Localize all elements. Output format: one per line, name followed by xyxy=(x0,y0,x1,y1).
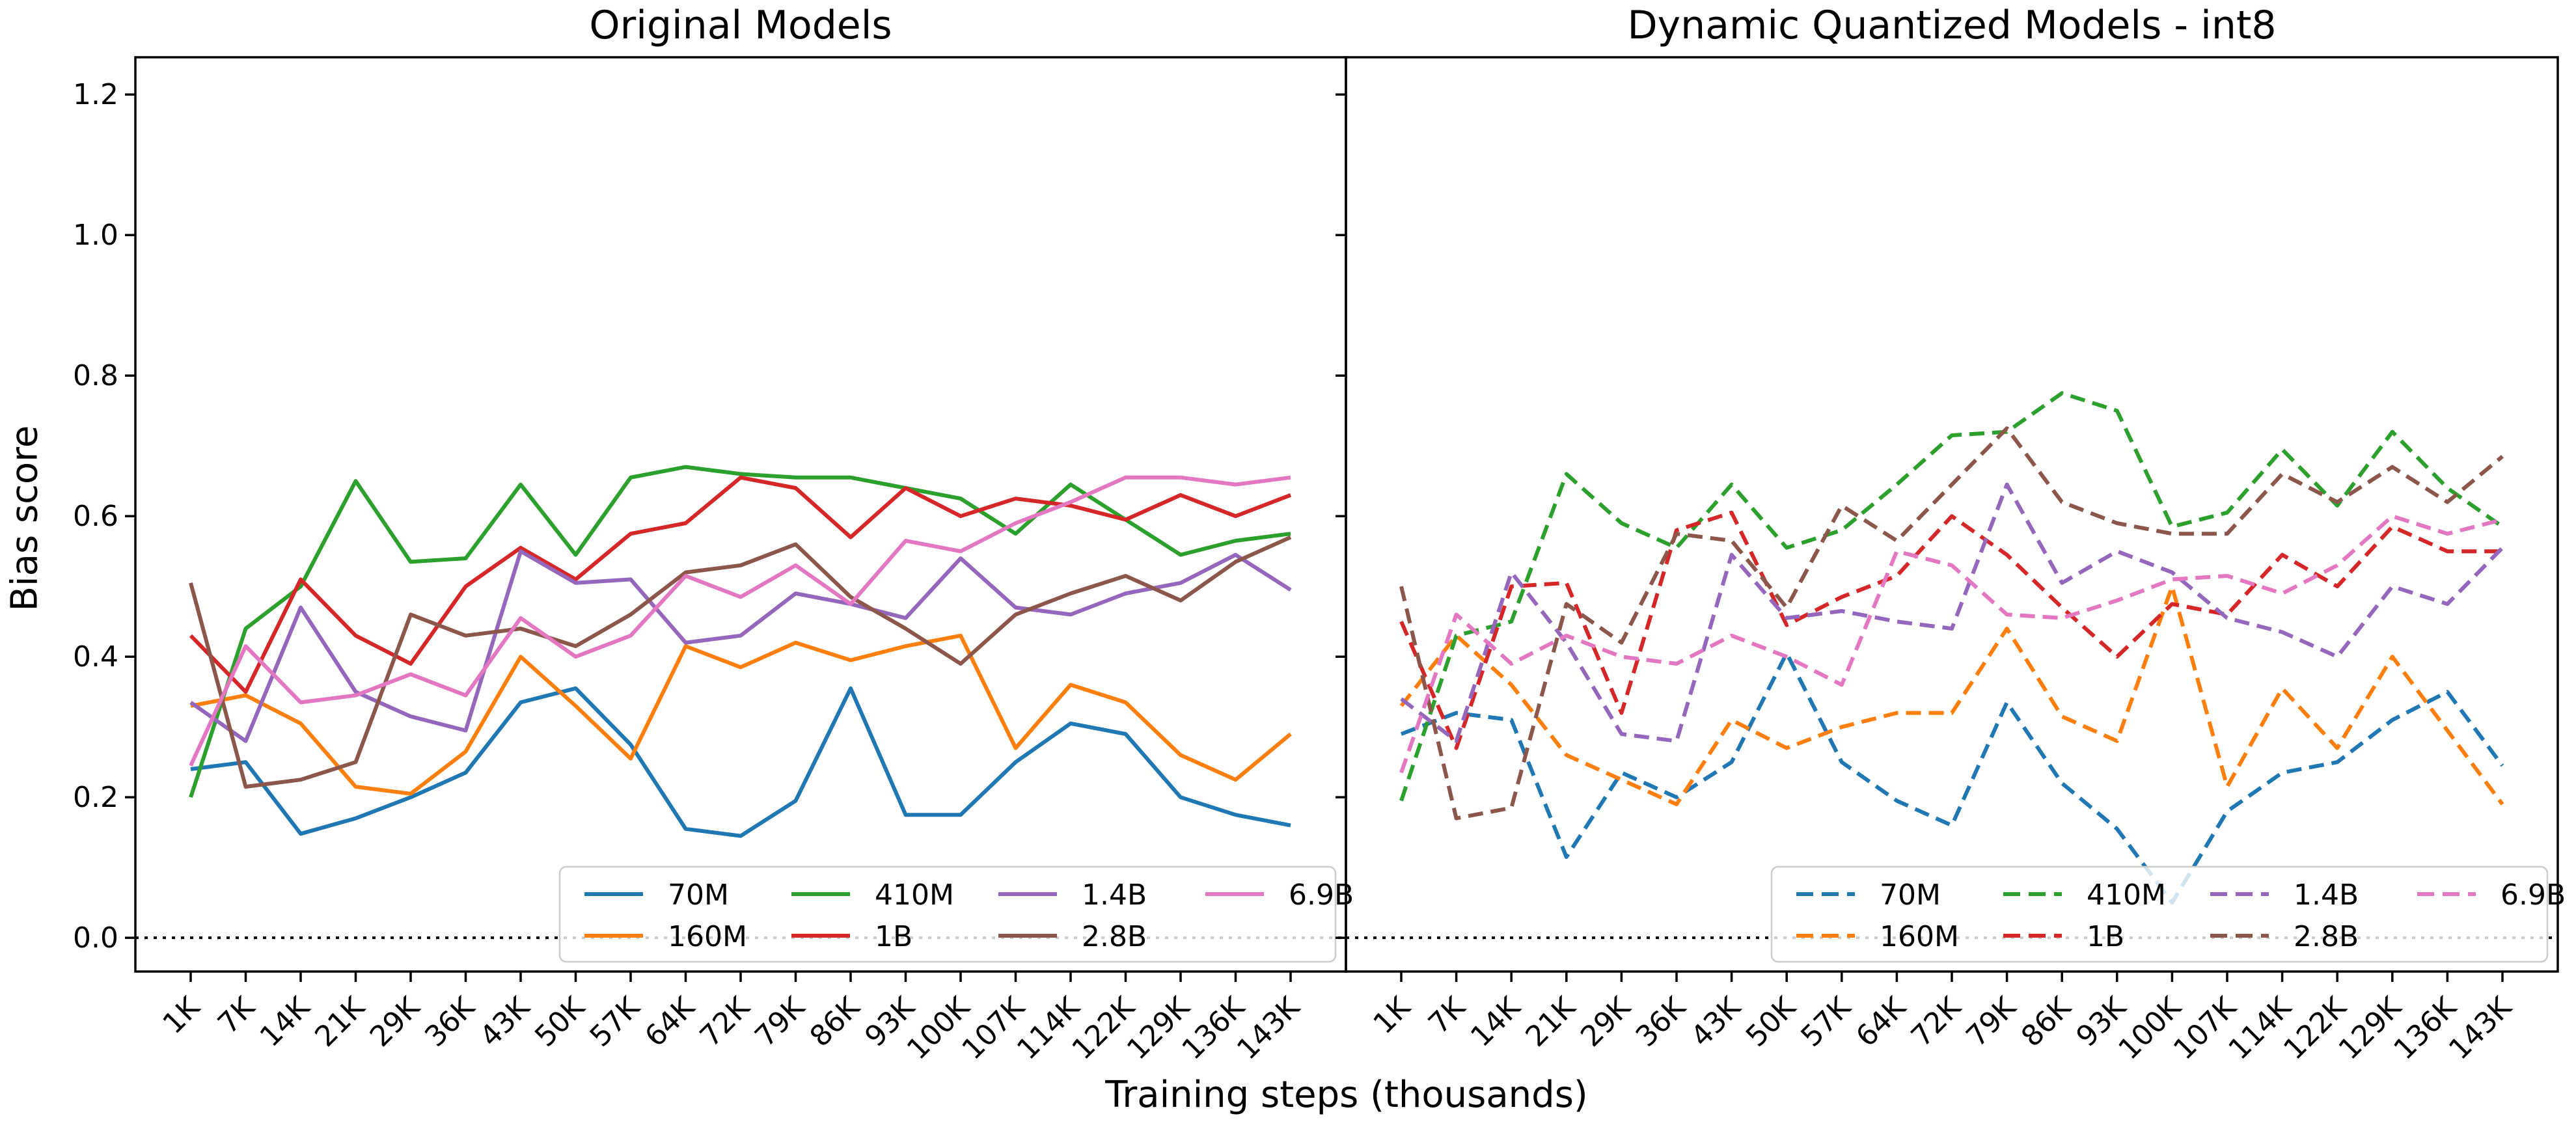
x-tick-label: 72K xyxy=(694,990,757,1054)
x-tick-label: 36K xyxy=(1630,990,1693,1054)
x-tick-label: 43K xyxy=(1684,990,1747,1054)
x-tick-label: 122K xyxy=(2277,990,2353,1067)
y-tick-label: 0.8 xyxy=(73,359,118,392)
x-tick-label: 100K xyxy=(2112,990,2188,1067)
x-tick-label: 50K xyxy=(528,990,592,1054)
x-tick-label: 136K xyxy=(2387,990,2463,1067)
x-tick-label: 79K xyxy=(1960,990,2023,1054)
x-tick-label: 21K xyxy=(308,990,372,1054)
legend-box xyxy=(558,865,1337,963)
legend-label-1.4B: 1.4B xyxy=(2294,878,2359,912)
x-tick-label: 14K xyxy=(1464,990,1528,1054)
y-tick-label: 1.0 xyxy=(73,219,118,252)
legend-label-2.8B: 2.8B xyxy=(2294,920,2359,953)
legend-label-160M: 160M xyxy=(1880,920,1959,953)
x-tick-label: 143K xyxy=(2443,990,2519,1067)
legend-label-1B: 1B xyxy=(2087,920,2124,953)
x-tick-label: 114K xyxy=(1011,990,1087,1067)
y-tick-label: 1.2 xyxy=(73,78,118,111)
series-line-1B xyxy=(1399,510,2502,750)
series-line-160M xyxy=(1399,584,2504,806)
x-tick-label: 29K xyxy=(1574,990,1637,1054)
y-tick-label: 0.4 xyxy=(73,640,118,673)
x-tick-label: 86K xyxy=(2015,990,2078,1054)
series-line-2.8B xyxy=(1399,426,2504,821)
y-tick-label: 0.0 xyxy=(73,921,118,955)
series-line-160M xyxy=(190,633,1292,796)
x-tick-label: 86K xyxy=(804,990,867,1054)
series-line-410M xyxy=(1399,391,2504,802)
x-tick-label: 21K xyxy=(1520,990,1583,1054)
series-line-6.9B xyxy=(1399,514,2503,774)
legend-label-1B: 1B xyxy=(875,920,912,953)
x-tick-label: 57K xyxy=(584,990,647,1054)
legend-label-160M: 160M xyxy=(668,920,747,953)
legend-label-70M: 70M xyxy=(1880,878,1941,912)
legend-label-6.9B: 6.9B xyxy=(2501,878,2566,912)
x-tick-label: 114K xyxy=(2223,990,2299,1067)
x-tick-label: 14K xyxy=(254,990,317,1054)
left-panel: 1K 7K14K21K29K36K43K50K57K64K72K79K86K93K… xyxy=(73,56,1354,1067)
series-line-1B xyxy=(189,475,1292,694)
right-panel-title: Dynamic Quantized Models - int8 xyxy=(1627,3,2277,48)
series-line-70M xyxy=(1400,651,2504,905)
x-tick-label: 7K xyxy=(212,990,262,1041)
series-line-2.8B xyxy=(189,535,1292,789)
y-tick-label: 0.2 xyxy=(73,781,118,814)
x-tick-label: 100K xyxy=(901,990,977,1067)
series-line-410M xyxy=(189,465,1291,798)
x-tick-label: 1K xyxy=(1367,990,1418,1041)
legend: 70M 160M 410M 1B 1.4B 2.8B 6.9B xyxy=(558,865,1354,963)
right-panel: 1K 7K14K21K29K36K43K50K57K64K72K79K86K93K… xyxy=(1336,56,2566,1067)
x-tick-label: 36K xyxy=(418,990,482,1054)
legend-box xyxy=(1770,865,2549,963)
legend-label-410M: 410M xyxy=(2087,878,2166,912)
x-tick-label: 107K xyxy=(2167,990,2243,1067)
x-tick-label: 29K xyxy=(364,990,427,1054)
y-tick-label: 0.6 xyxy=(73,500,118,533)
legend-label-410M: 410M xyxy=(875,878,954,912)
x-tick-label: 107K xyxy=(955,990,1032,1067)
x-tick-label: 50K xyxy=(1740,990,1803,1054)
x-tick-label: 72K xyxy=(1905,990,1968,1054)
x-tick-label: 136K xyxy=(1175,990,1252,1067)
x-tick-label: 57K xyxy=(1795,990,1858,1054)
x-tick-label: 43K xyxy=(474,990,537,1054)
x-tick-label: 122K xyxy=(1065,990,1142,1067)
legend-label-1.4B: 1.4B xyxy=(1082,878,1147,912)
x-tick-label: 1K xyxy=(157,990,207,1041)
x-axis-label: Training steps (thousands) xyxy=(1105,1074,1588,1116)
x-tick-label: 129K xyxy=(2333,990,2409,1067)
legend-label-70M: 70M xyxy=(668,878,729,912)
legend-label-2.8B: 2.8B xyxy=(1082,920,1147,953)
series-line-1.4B xyxy=(189,549,1292,743)
legend-label-6.9B: 6.9B xyxy=(1289,878,1354,912)
x-tick-label: 7K xyxy=(1422,990,1472,1041)
x-tick-label: 79K xyxy=(748,990,812,1054)
x-tick-label: 129K xyxy=(1121,990,1197,1067)
x-tick-label: 143K xyxy=(1231,990,1307,1067)
legend: 70M 160M 410M 1B 1.4B 2.8B 6.9B xyxy=(1770,865,2566,963)
left-panel-title: Original Models xyxy=(589,3,892,48)
x-tick-label: 64K xyxy=(638,990,702,1054)
x-tick-label: 64K xyxy=(1850,990,1913,1054)
series-line-6.9B xyxy=(189,475,1291,767)
series-line-1.4B xyxy=(1400,482,2504,743)
series-line-70M xyxy=(190,686,1291,838)
